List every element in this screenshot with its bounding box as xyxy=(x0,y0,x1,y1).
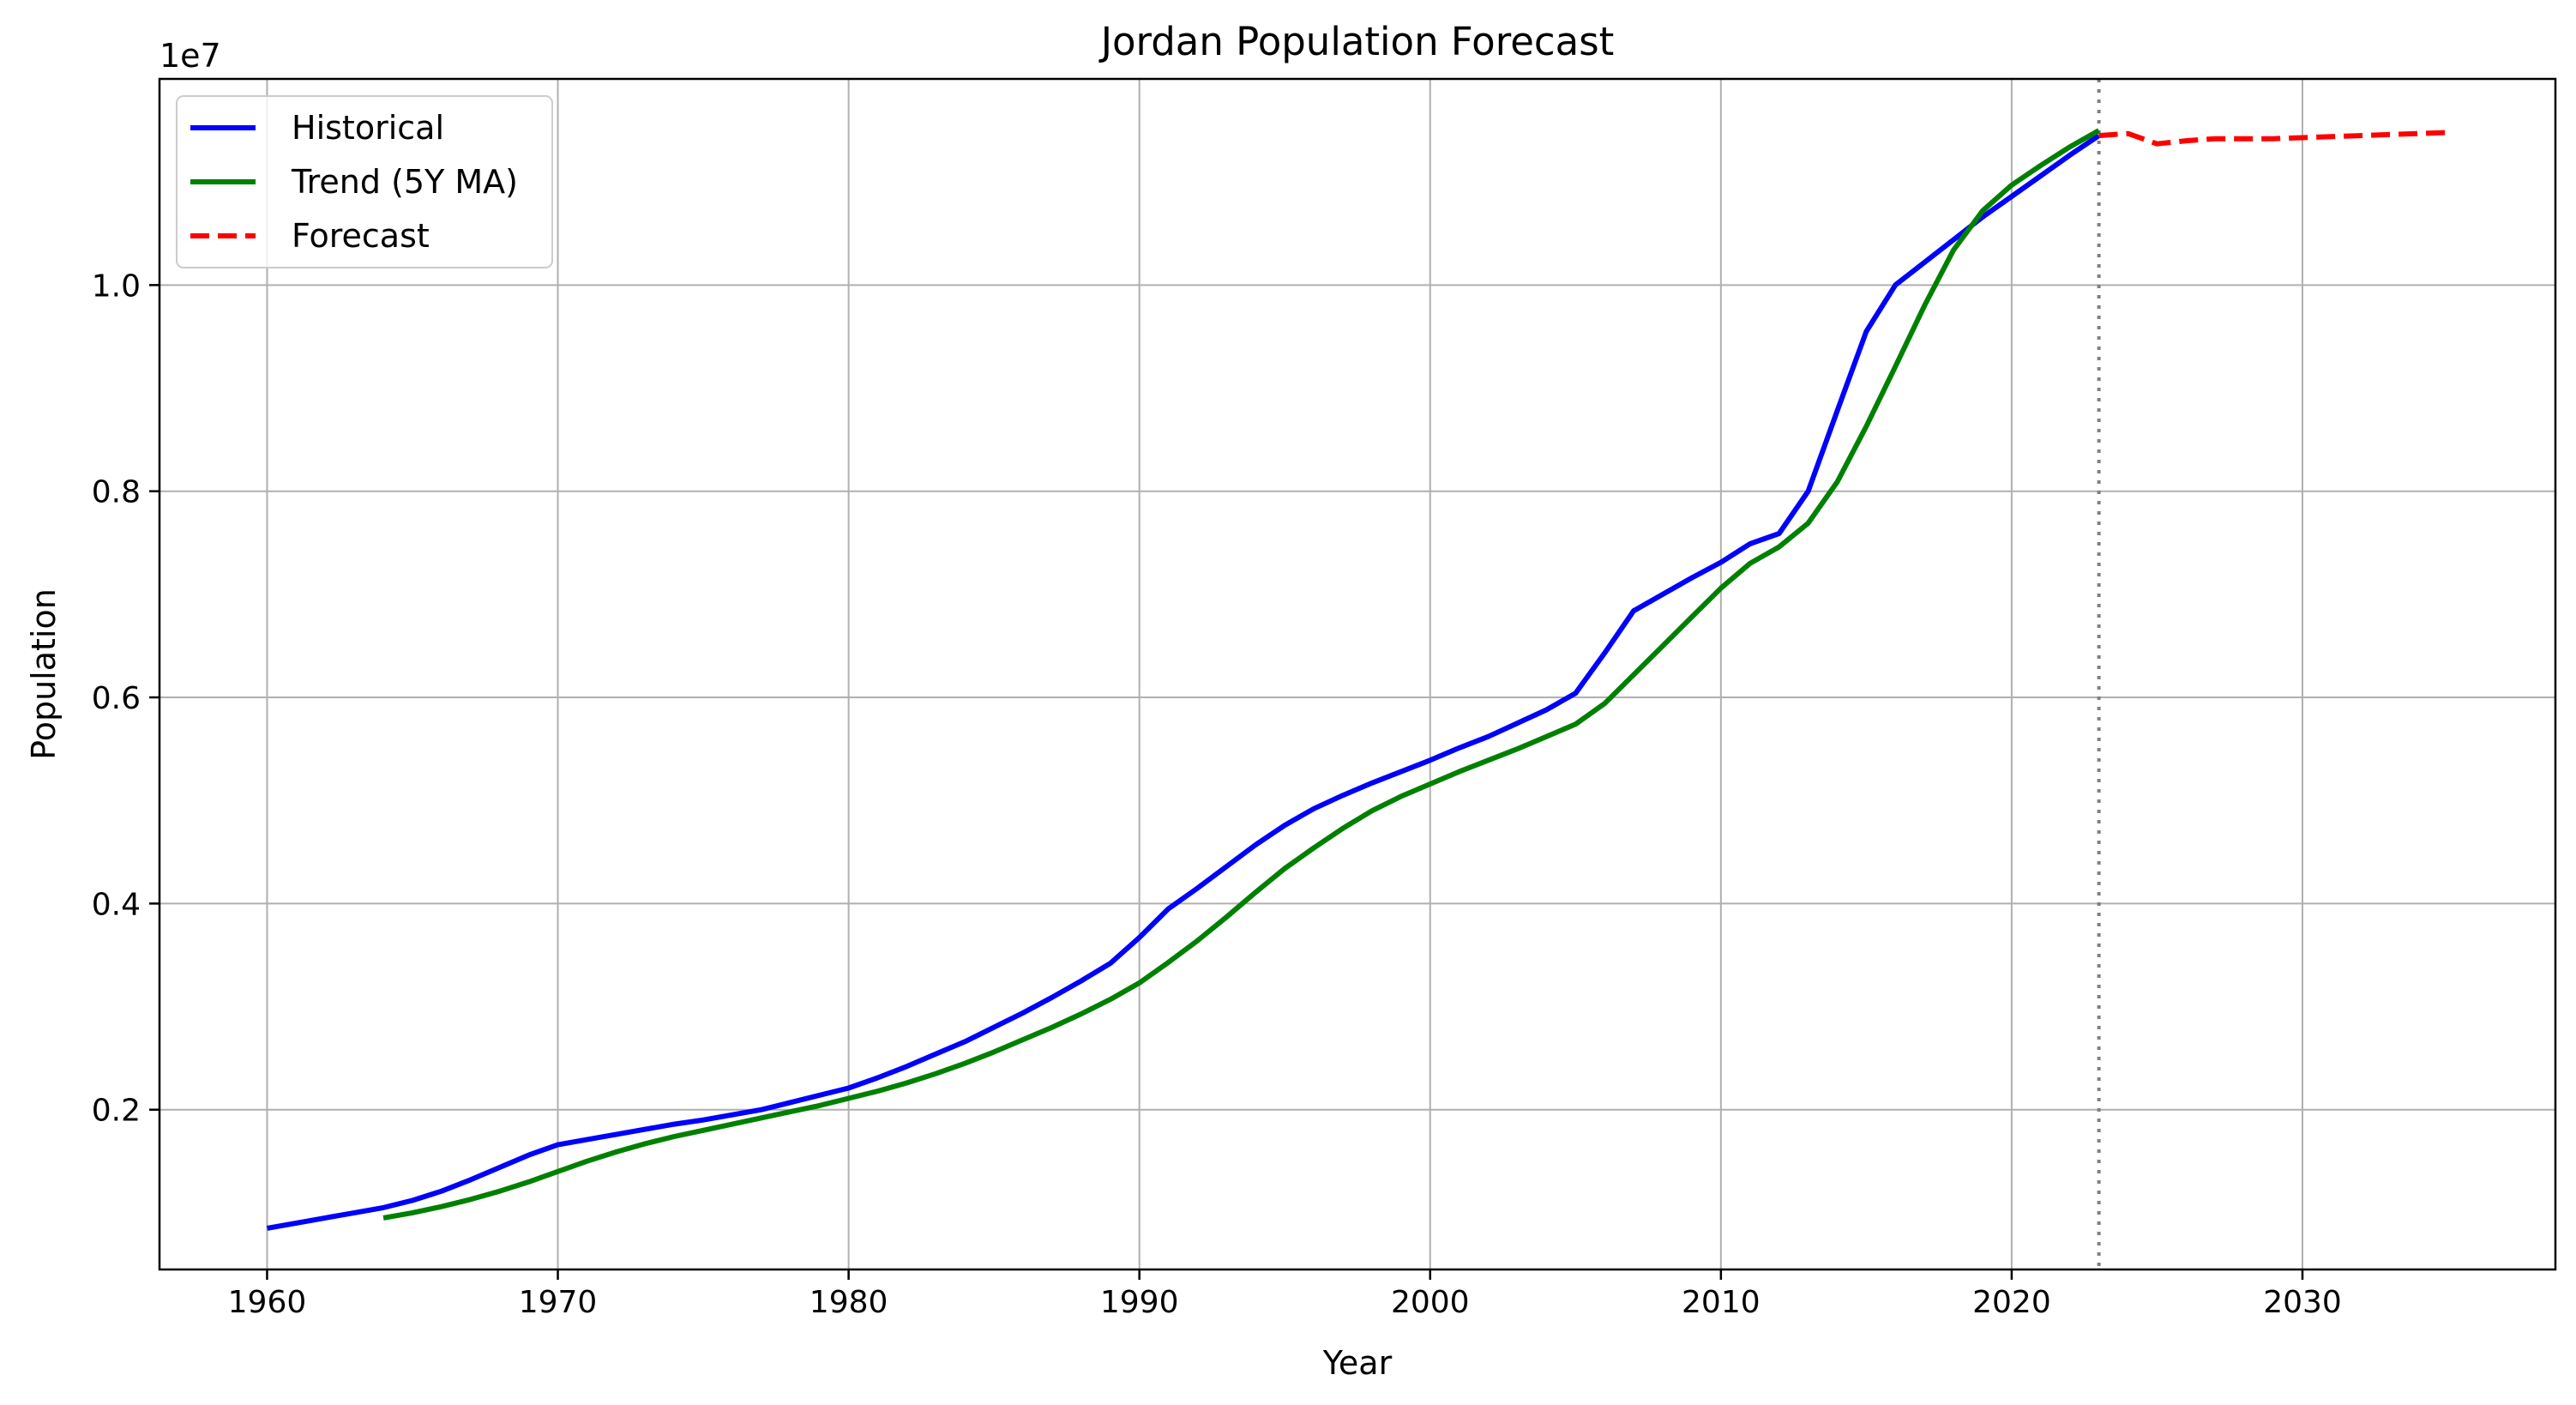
x-axis-label: Year xyxy=(1322,1344,1393,1382)
series-line-trend-5y-ma xyxy=(382,128,2101,1221)
y-tick-label: 0.6 xyxy=(92,681,141,716)
y-axis-ticks: 0.2 0.4 0.6 0.8 1.0 xyxy=(92,268,159,1129)
legend-label: Forecast xyxy=(292,217,430,255)
legend: Historical Trend (5Y MA) Forecast xyxy=(176,95,553,268)
y-tick-label: 0.8 xyxy=(92,475,141,510)
series-line-forecast xyxy=(2098,130,2448,147)
y-axis-scale-label: 1e7 xyxy=(159,37,221,75)
grid xyxy=(159,79,2555,1269)
x-tick-label: 1980 xyxy=(810,1285,888,1320)
x-tick-label: 2000 xyxy=(1391,1285,1470,1320)
y-tick-label: 1.0 xyxy=(92,268,141,304)
x-tick-label: 1990 xyxy=(1100,1285,1179,1320)
legend-entries: Historical Trend (5Y MA) Forecast xyxy=(190,109,518,255)
y-axis-label: Population xyxy=(25,588,63,760)
plot-frame xyxy=(158,77,2557,1271)
chart-title: Jordan Population Forecast xyxy=(1098,19,1615,64)
y-tick-label: 0.2 xyxy=(92,1094,141,1129)
x-axis-ticks: 1960 1970 1980 1990 2000 2010 2020 2030 xyxy=(228,1269,2342,1320)
legend-label: Historical xyxy=(292,109,444,147)
x-tick-label: 2010 xyxy=(1682,1285,1760,1320)
y-tick-label: 0.4 xyxy=(92,887,141,922)
x-tick-label: 2020 xyxy=(1972,1285,2051,1320)
legend-label: Trend (5Y MA) xyxy=(291,163,518,201)
series-line-historical xyxy=(266,133,2101,1231)
x-tick-label: 2030 xyxy=(2263,1285,2342,1320)
x-tick-label: 1960 xyxy=(228,1285,307,1320)
x-tick-label: 1970 xyxy=(519,1285,598,1320)
legend-box xyxy=(176,95,553,268)
series-lines xyxy=(266,128,2448,1231)
